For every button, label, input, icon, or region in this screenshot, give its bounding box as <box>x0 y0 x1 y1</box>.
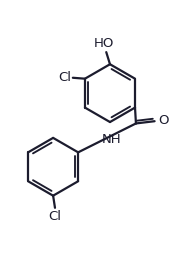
Text: Cl: Cl <box>58 71 71 84</box>
Text: O: O <box>158 114 168 127</box>
Text: Cl: Cl <box>49 210 61 223</box>
Text: NH: NH <box>102 133 122 146</box>
Text: HO: HO <box>94 37 115 50</box>
